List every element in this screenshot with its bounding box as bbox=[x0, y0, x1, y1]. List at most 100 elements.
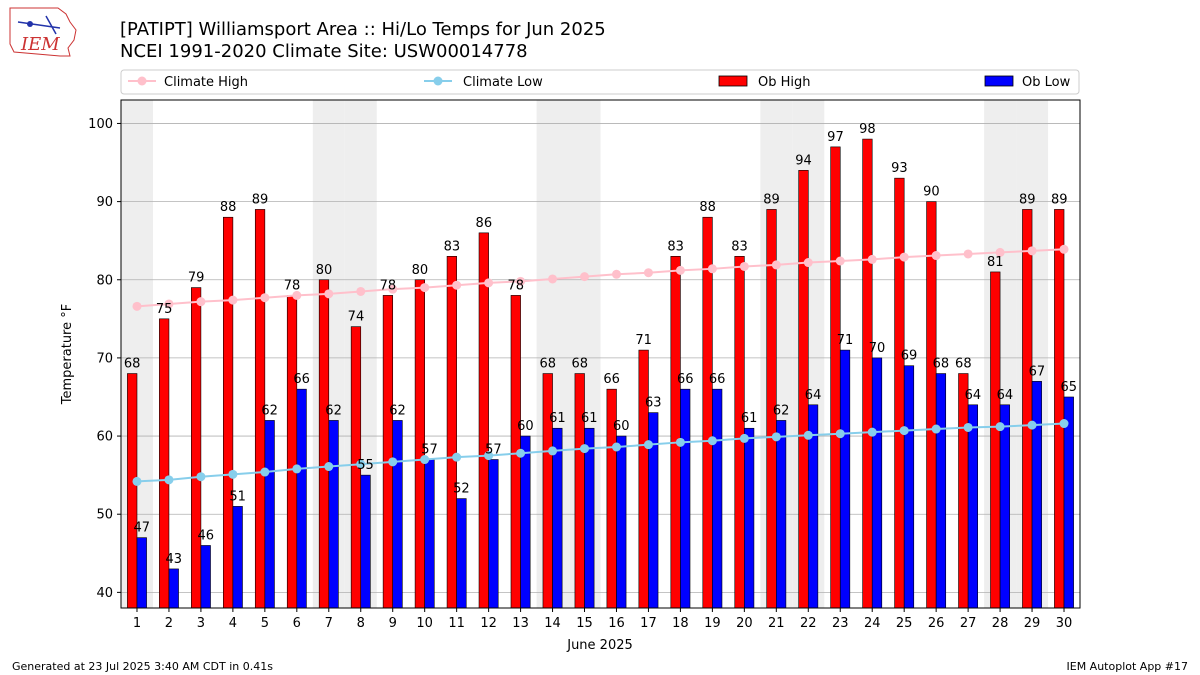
ob-high-bar-27 bbox=[958, 373, 969, 609]
ob-high-label-13: 78 bbox=[508, 278, 525, 293]
climate-low-point-2 bbox=[164, 475, 174, 485]
climate-low-point-9 bbox=[388, 457, 398, 467]
ob-low-label-27: 64 bbox=[965, 388, 982, 403]
ob-low-bar-20 bbox=[744, 427, 755, 609]
climate-high-point-27 bbox=[963, 249, 973, 259]
x-tick-label-14: 14 bbox=[544, 616, 561, 631]
ob-high-bar-18 bbox=[670, 256, 681, 609]
ob-low-bar-11 bbox=[456, 498, 467, 609]
x-tick-label-2: 2 bbox=[165, 616, 173, 631]
ob-low-bar-18 bbox=[680, 388, 691, 609]
ob-low-label-23: 71 bbox=[837, 333, 854, 348]
ob-high-bar-17 bbox=[638, 349, 649, 609]
climate-high-point-5 bbox=[260, 293, 270, 303]
ob-low-label-15: 61 bbox=[581, 411, 598, 426]
ob-high-bar-26 bbox=[926, 201, 937, 609]
legend-label-ob-high: Ob High bbox=[758, 75, 811, 90]
ob-low-bar-6 bbox=[296, 388, 307, 609]
legend-item-climate-high: Climate High bbox=[128, 75, 248, 90]
x-tick-label-4: 4 bbox=[229, 616, 237, 631]
ob-low-bar-1 bbox=[136, 537, 147, 609]
climate-low-point-7 bbox=[324, 462, 334, 472]
ob-low-label-21: 62 bbox=[773, 403, 790, 418]
footer-app: IEM Autoplot App #17 bbox=[1067, 660, 1189, 673]
ob-high-bar-4 bbox=[222, 216, 234, 609]
climate-high-point-20 bbox=[739, 261, 749, 271]
ob-high-label-12: 86 bbox=[476, 216, 493, 231]
x-tick-label-19: 19 bbox=[704, 616, 721, 631]
ob-high-label-5: 89 bbox=[252, 192, 269, 207]
ob-low-bar-8 bbox=[360, 474, 371, 609]
climate-high-point-2 bbox=[164, 299, 174, 309]
ob-high-bar-3 bbox=[191, 287, 202, 609]
ob-high-label-7: 80 bbox=[316, 263, 333, 278]
climate-low-point-24 bbox=[867, 427, 877, 437]
ob-low-bar-24 bbox=[871, 357, 883, 609]
ob-low-label-24: 70 bbox=[869, 341, 886, 356]
x-tick-label-26: 26 bbox=[928, 616, 945, 631]
climate-high-point-24 bbox=[867, 254, 877, 264]
climate-high-point-18 bbox=[675, 265, 685, 275]
ob-high-label-10: 80 bbox=[412, 263, 429, 278]
climate-low-line bbox=[136, 422, 1065, 483]
ob-low-bar-5 bbox=[264, 420, 275, 609]
climate-high-point-16 bbox=[611, 269, 621, 279]
plot-frame bbox=[120, 99, 1081, 609]
ob-high-label-8: 74 bbox=[348, 310, 365, 325]
ob-high-label-25: 93 bbox=[891, 161, 908, 176]
legend-label-climate-low: Climate Low bbox=[463, 75, 543, 90]
climate-low-point-8 bbox=[356, 459, 366, 469]
climate-low-point-28 bbox=[995, 422, 1005, 432]
ob-high-bar-7 bbox=[318, 279, 330, 609]
ob-low-label-29: 67 bbox=[1029, 364, 1046, 379]
ob-low-bar-2 bbox=[168, 568, 179, 609]
climate-low-point-13 bbox=[516, 448, 526, 458]
x-tick-label-20: 20 bbox=[736, 616, 753, 631]
climate-low-point-12 bbox=[484, 451, 494, 461]
ob-low-bar-14 bbox=[552, 427, 563, 609]
ob-low-bar-25 bbox=[903, 365, 915, 609]
x-tick-label-16: 16 bbox=[608, 616, 625, 631]
ob-high-label-14: 68 bbox=[539, 357, 556, 372]
iem-logo: IEM bbox=[9, 7, 77, 57]
ob-high-label-11: 83 bbox=[444, 239, 461, 254]
data-labels: 68 47 75 43 79 46 88 51 89 62 78 66 80 62 74 55 78 62 80 57… bbox=[124, 122, 1077, 567]
climate-low-point-1 bbox=[132, 476, 142, 486]
y-tick-label-90: 90 bbox=[96, 195, 113, 210]
ob-low-label-25: 69 bbox=[901, 349, 918, 364]
y-axis-label: Temperature °F bbox=[60, 304, 75, 405]
climate-low-point-29 bbox=[1027, 420, 1037, 430]
x-tick-label-27: 27 bbox=[960, 616, 977, 631]
logo-text: IEM bbox=[20, 34, 60, 55]
climate-low-point-26 bbox=[931, 424, 941, 434]
ob-high-label-20: 83 bbox=[731, 239, 748, 254]
ob-high-bar-9 bbox=[382, 295, 394, 609]
climate-low-point-19 bbox=[707, 436, 717, 446]
ob-high-label-15: 68 bbox=[571, 357, 588, 372]
ob-high-label-18: 83 bbox=[667, 239, 684, 254]
climate-low-point-20 bbox=[739, 433, 749, 443]
ob-low-bar-19 bbox=[712, 388, 723, 609]
ob-low-label-16: 60 bbox=[613, 419, 630, 434]
ob-low-label-6: 66 bbox=[293, 372, 310, 387]
climate-low-point-27 bbox=[963, 422, 973, 432]
ob-low-label-19: 66 bbox=[709, 372, 726, 387]
ob-high-bar-1 bbox=[127, 373, 138, 609]
climate-high-line bbox=[136, 248, 1065, 308]
ob-low-label-17: 63 bbox=[645, 396, 662, 411]
ob-low-label-28: 64 bbox=[997, 388, 1014, 403]
climate-low-point-23 bbox=[835, 429, 845, 439]
ob-low-label-10: 57 bbox=[421, 443, 438, 458]
x-tick-label-24: 24 bbox=[864, 616, 881, 631]
ob-high-bar-30 bbox=[1054, 209, 1065, 609]
chart-subtitle: NCEI 1991-2020 Climate Site: USW00014778 bbox=[120, 41, 528, 62]
x-tick-label-6: 6 bbox=[293, 616, 301, 631]
climate-high-point-12 bbox=[484, 278, 494, 288]
climate-high-point-30 bbox=[1059, 244, 1069, 254]
ob-low-label-8: 55 bbox=[357, 458, 374, 473]
x-tick-label-5: 5 bbox=[261, 616, 269, 631]
chart-title: [PATIPT] Williamsport Area :: Hi/Lo Temp… bbox=[120, 19, 606, 40]
climate-low-point-4 bbox=[228, 469, 238, 479]
ob-low-bar-9 bbox=[392, 420, 403, 609]
ob-low-label-12: 57 bbox=[485, 443, 502, 458]
